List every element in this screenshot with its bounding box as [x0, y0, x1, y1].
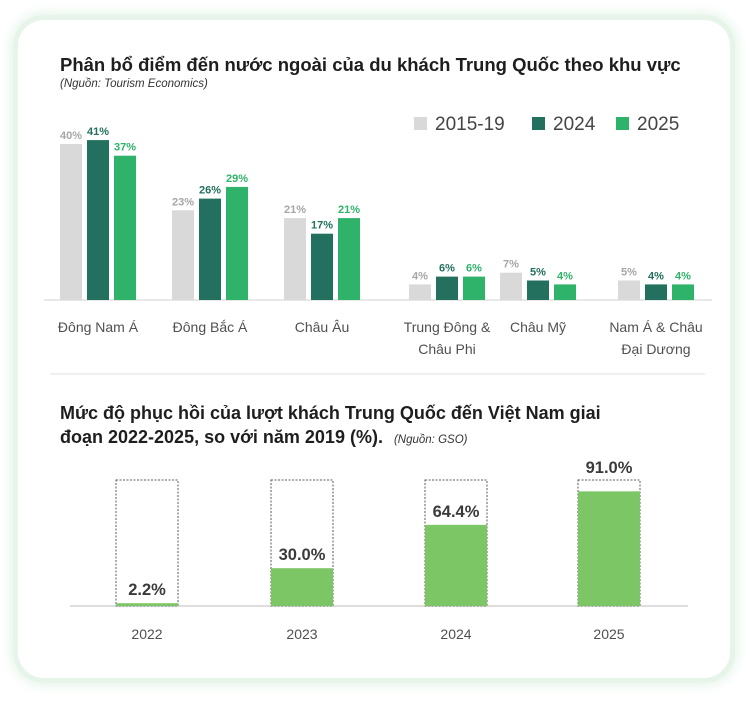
bar-label-2025-2: 21%	[338, 204, 360, 216]
category-label-5-0: Nam Á & Châu	[609, 319, 702, 335]
bar-label-2025-1: 29%	[226, 173, 248, 185]
bar-2024-4	[527, 280, 549, 300]
bar-label-2024-0: 41%	[87, 126, 109, 138]
bar-label-2015-19-1: 23%	[172, 196, 194, 208]
bar-2024-2	[311, 233, 333, 300]
recovery-label-2025: 91.0%	[586, 459, 633, 477]
chart2-title-line2: đoạn 2022-2025, so với năm 2019 (%).	[60, 427, 383, 447]
bar-label-2015-19-5: 5%	[621, 267, 637, 279]
bar-label-2024-5: 4%	[648, 270, 664, 282]
bar-label-2024-3: 6%	[439, 263, 455, 275]
chart2-title-line1: Mức độ phục hồi của lượt khách Trung Quố…	[60, 403, 601, 423]
legend-label-2025: 2025	[637, 114, 679, 135]
year-label-2022: 2022	[131, 626, 162, 642]
recovery-bar-2024	[425, 524, 487, 606]
bar-label-2025-4: 4%	[557, 270, 573, 282]
bar-2015-19-0	[60, 144, 82, 300]
bar-label-2015-19-0: 40%	[60, 130, 82, 142]
bar-label-2024-2: 17%	[311, 220, 333, 232]
bar-label-2025-3: 6%	[466, 263, 482, 275]
bar-2024-0	[87, 140, 109, 300]
bar-2024-5	[645, 284, 667, 300]
category-label-3-0: Trung Đông &	[404, 319, 491, 335]
category-label-0-0: Đông Nam Á	[58, 319, 139, 335]
bar-label-2015-19-2: 21%	[284, 204, 306, 216]
recovery-outline-2022	[115, 479, 179, 607]
recovery-label-2024: 64.4%	[433, 503, 480, 521]
bar-2025-4	[554, 284, 576, 300]
recovery-bar-2025	[578, 491, 640, 606]
bar-label-2024-1: 26%	[199, 185, 221, 197]
bar-2015-19-5	[618, 280, 640, 300]
recovery-bar-2023	[271, 568, 333, 606]
legend-label-2024: 2024	[553, 114, 596, 135]
chart1-plot: 40% 41% 37% Đông Nam Á 23% 26% 29% Đông Bắc Á 21…	[44, 126, 712, 357]
bar-label-2024-4: 5%	[530, 267, 546, 279]
bar-2025-1	[226, 186, 248, 300]
bar-2024-1	[199, 198, 221, 300]
category-label-2-0: Châu Âu	[295, 319, 349, 335]
bar-2015-19-4	[500, 272, 522, 300]
legend-swatch-2024	[532, 117, 545, 130]
bar-2015-19-1	[172, 210, 194, 300]
legend-swatch-2015-19	[414, 117, 427, 130]
year-label-2023: 2023	[286, 626, 317, 642]
recovery-bar-2022	[116, 603, 178, 606]
bar-2015-19-2	[284, 218, 306, 300]
chart2-source: (Nguồn: GSO)	[394, 434, 468, 446]
chart1-legend: 2015-19 2024 2025	[414, 114, 679, 135]
bar-2015-19-3	[409, 284, 431, 300]
bar-label-2015-19-3: 4%	[412, 270, 428, 282]
category-label-3-1: Châu Phi	[418, 341, 476, 357]
bar-label-2025-0: 37%	[114, 142, 136, 154]
year-label-2025: 2025	[593, 626, 624, 642]
svg-text:đoạn 2022-2025, so với năm 201: đoạn 2022-2025, so với năm 2019 (%). (Ng…	[60, 427, 468, 447]
bar-2025-5	[672, 284, 694, 300]
legend-swatch-2025	[616, 117, 629, 130]
category-label-1-0: Đông Bắc Á	[173, 319, 248, 335]
year-label-2024: 2024	[440, 626, 471, 642]
recovery-label-2022: 2.2%	[128, 581, 166, 599]
chart1-title: Phân bổ điểm đến nước ngoài của du khách…	[60, 54, 681, 75]
bar-2025-2	[338, 218, 360, 300]
bar-label-2015-19-4: 7%	[503, 259, 519, 271]
category-label-4-0: Châu Mỹ	[510, 319, 566, 335]
bar-2024-3	[436, 276, 458, 300]
bar-2025-0	[114, 155, 136, 300]
chart2-plot: 2.2% 2022 30.0% 2023 64.4% 2024 91.0% 2025	[70, 459, 688, 642]
category-label-5-1: Đại Dương	[621, 341, 690, 357]
bar-label-2025-5: 4%	[675, 270, 691, 282]
recovery-label-2023: 30.0%	[279, 546, 326, 564]
chart1-source: (Nguồn: Tourism Economics)	[60, 78, 208, 90]
legend-label-2015-19: 2015-19	[435, 114, 505, 135]
bar-2025-3	[463, 276, 485, 300]
